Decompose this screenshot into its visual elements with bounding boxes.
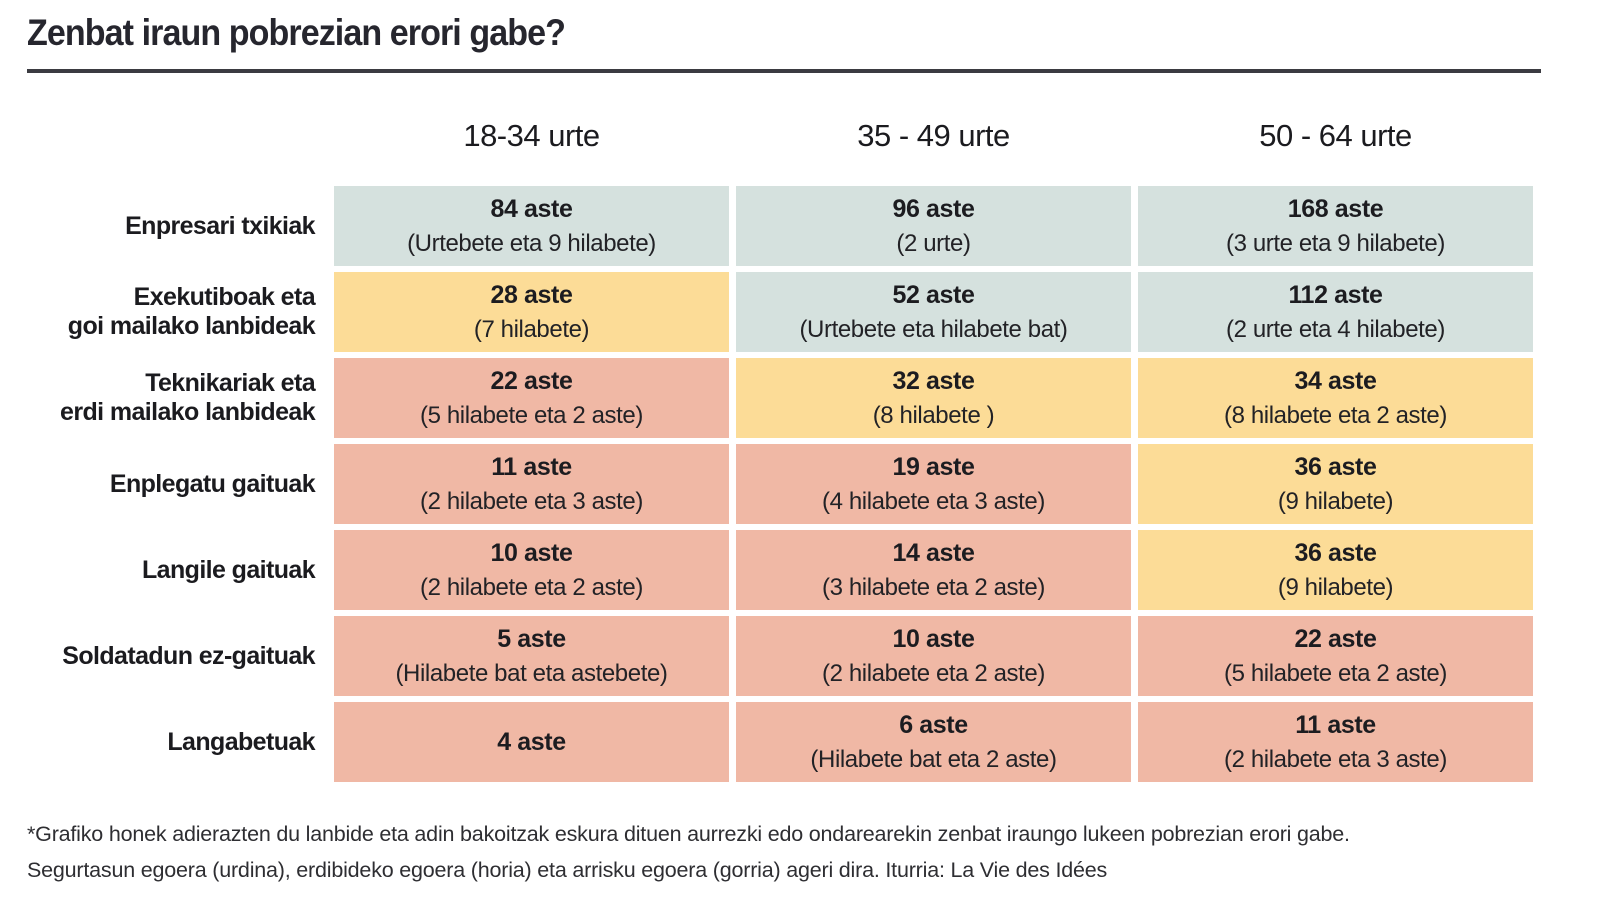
table-cell: 6 aste (Hilabete bat eta 2 aste)	[736, 702, 1131, 782]
table-cell: 36 aste (9 hilabete)	[1138, 444, 1533, 524]
cell-weeks: 6 aste	[899, 711, 968, 740]
cell-detail: (9 hilabete)	[1277, 487, 1394, 515]
row-label-enpresari-txikiak: Enpresari txikiak	[125, 211, 316, 240]
cell-detail: (5 hilabete eta 2 aste)	[1224, 659, 1447, 687]
cell-weeks: 10 aste	[892, 625, 975, 654]
table-cell: 34 aste (8 hilabete eta 2 aste)	[1138, 358, 1533, 438]
cell-weeks: 28 aste	[490, 281, 573, 310]
cell-detail: (2 hilabete eta 2 aste)	[420, 573, 643, 601]
table-cell: 11 aste (2 hilabete eta 3 aste)	[1138, 702, 1533, 782]
table-cell: 36 aste (9 hilabete)	[1138, 530, 1533, 610]
cell-weeks: 11 aste	[491, 453, 572, 482]
table-cell: 168 aste (3 urte eta 9 hilabete)	[1138, 186, 1533, 266]
row-label-enplegatu-gaituak: Enplegatu gaituak	[109, 469, 316, 498]
cell-detail: (5 hilabete eta 2 aste)	[420, 401, 643, 429]
cell-weeks: 84 aste	[490, 195, 573, 224]
cell-detail: (9 hilabete)	[1277, 573, 1394, 601]
cell-weeks: 22 aste	[490, 367, 573, 396]
cell-detail: (Hilabete bat eta 2 aste)	[810, 745, 1057, 773]
cell-weeks: 36 aste	[1294, 539, 1377, 568]
cell-detail: (7 hilabete)	[473, 315, 590, 343]
table-cell: 22 aste (5 hilabete eta 2 aste)	[334, 358, 729, 438]
cell-weeks: 168 aste	[1287, 195, 1384, 224]
cell-weeks: 14 aste	[892, 539, 975, 568]
table-cell: 19 aste (4 hilabete eta 3 aste)	[736, 444, 1131, 524]
cell-weeks: 34 aste	[1294, 367, 1377, 396]
title-divider	[27, 69, 1541, 73]
cell-detail: (3 hilabete eta 2 aste)	[822, 573, 1045, 601]
footnote-line-2: Segurtasun egoera (urdina), erdibideko e…	[27, 858, 1108, 882]
cell-detail: (Hilabete bat eta astebete)	[395, 659, 668, 687]
footnote-line-1: *Grafiko honek adierazten du lanbide eta…	[27, 822, 1350, 846]
table-cell: 5 aste (Hilabete bat eta astebete)	[334, 616, 729, 696]
column-header-age-50-64: 50 - 64 urte	[1259, 118, 1412, 153]
page-title: Zenbat iraun pobrezian erori gabe?	[27, 12, 566, 53]
row-label-soldatadun-ez-gaituak: Soldatadun ez-gaituak	[62, 641, 315, 670]
cell-weeks: 4 aste	[497, 727, 566, 756]
row-label-langabetuak: Langabetuak	[167, 727, 315, 756]
table-cell: 32 aste (8 hilabete )	[736, 358, 1131, 438]
cell-detail: (3 urte eta 9 hilabete)	[1226, 229, 1445, 257]
cell-weeks: 36 aste	[1294, 453, 1377, 482]
table-cell: 10 aste (2 hilabete eta 2 aste)	[736, 616, 1131, 696]
table-cell: 11 aste (2 hilabete eta 3 aste)	[334, 444, 729, 524]
cell-detail: (4 hilabete eta 3 aste)	[822, 487, 1045, 515]
table-cell: 112 aste (2 urte eta 4 hilabete)	[1138, 272, 1533, 352]
cell-detail: (2 hilabete eta 2 aste)	[822, 659, 1045, 687]
cell-detail: (8 hilabete eta 2 aste)	[1224, 401, 1447, 429]
cell-weeks: 11 aste	[1295, 711, 1376, 740]
cell-weeks: 96 aste	[892, 195, 975, 224]
table-cell: 84 aste (Urtebete eta 9 hilabete)	[334, 186, 729, 266]
row-label-teknikariak: Teknikariak eta erdi mailako lanbideak	[60, 369, 316, 426]
cell-weeks: 32 aste	[892, 367, 975, 396]
cell-weeks: 19 aste	[892, 453, 975, 482]
row-label-langile-gaituak: Langile gaituak	[142, 555, 316, 584]
table-cell: 28 aste (7 hilabete)	[334, 272, 729, 352]
cell-detail: (Urtebete eta hilabete bat)	[799, 315, 1068, 343]
table-cell: 4 aste	[334, 702, 729, 782]
cell-weeks: 112 aste	[1288, 281, 1383, 310]
column-header-age-35-49: 35 - 49 urte	[857, 118, 1010, 153]
poverty-duration-table: 18-34 urte 35 - 49 urte 50 - 64 urte Enp…	[27, 118, 1533, 782]
cell-detail: (2 hilabete eta 3 aste)	[1224, 745, 1447, 773]
table-cell: 52 aste (Urtebete eta hilabete bat)	[736, 272, 1131, 352]
cell-detail: (2 urte)	[896, 229, 971, 257]
table-cell: 96 aste (2 urte)	[736, 186, 1131, 266]
cell-weeks: 52 aste	[892, 281, 975, 310]
table-cell: 14 aste (3 hilabete eta 2 aste)	[736, 530, 1131, 610]
cell-detail: (2 urte eta 4 hilabete)	[1226, 315, 1445, 343]
cell-detail: (8 hilabete )	[872, 401, 995, 429]
footnote: *Grafiko honek adierazten du lanbide eta…	[27, 816, 1547, 888]
row-label-exekutiboak: Exekutiboak eta goi mailako lanbideak	[67, 283, 316, 340]
column-header-age-18-34: 18-34 urte	[463, 118, 600, 153]
table-cell: 22 aste (5 hilabete eta 2 aste)	[1138, 616, 1533, 696]
cell-detail: (2 hilabete eta 3 aste)	[420, 487, 643, 515]
cell-weeks: 5 aste	[497, 625, 566, 654]
cell-weeks: 10 aste	[490, 539, 573, 568]
table-cell: 10 aste (2 hilabete eta 2 aste)	[334, 530, 729, 610]
header-spacer	[27, 118, 327, 180]
cell-detail: (Urtebete eta 9 hilabete)	[407, 229, 656, 257]
cell-weeks: 22 aste	[1294, 625, 1377, 654]
